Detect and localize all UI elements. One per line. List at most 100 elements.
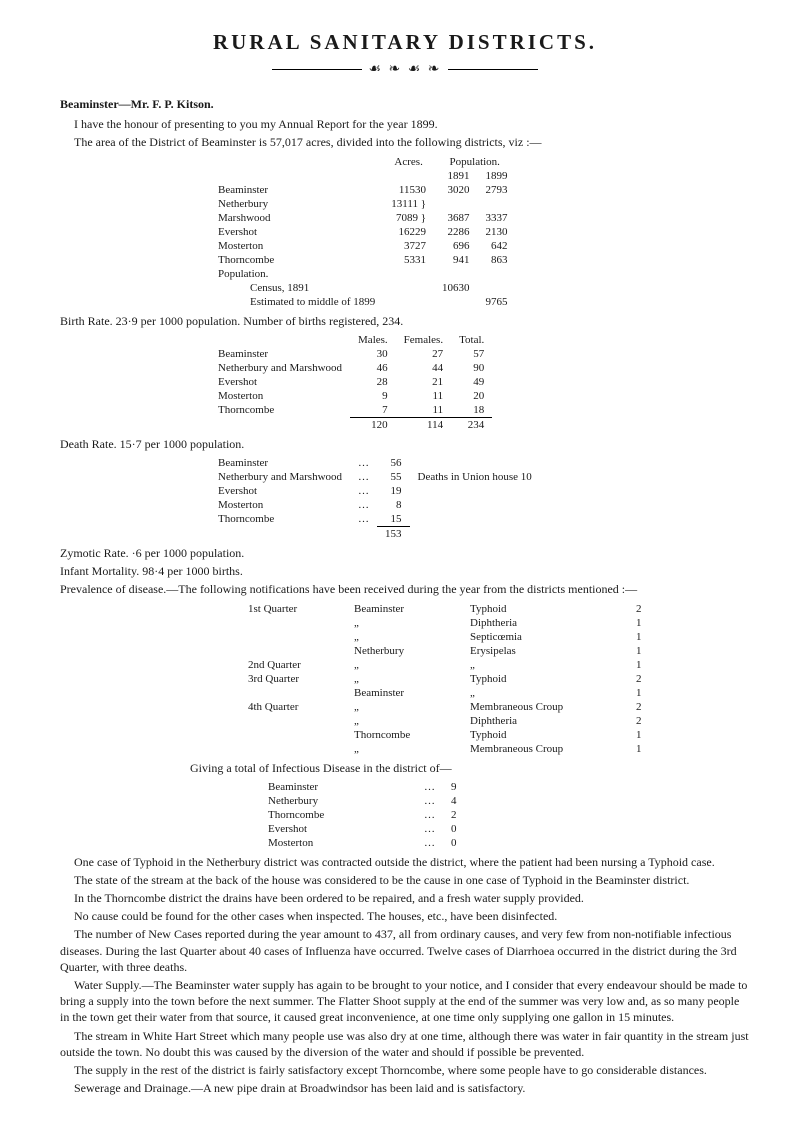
table-cell: Beaminster [346, 602, 462, 616]
table-row: Thorncombe [210, 512, 350, 527]
table-row: Mosterton [260, 836, 416, 850]
table-cell: „ [462, 658, 628, 672]
table-cell: 3727 [383, 239, 434, 253]
table-row: Netherbury [260, 794, 416, 808]
table-cell: 7 [350, 403, 396, 418]
notifications-table: 1st QuarterBeaminsterTyphoid2„Diphtheria… [240, 602, 650, 756]
para-1: One case of Typhoid in the Netherbury di… [60, 854, 750, 870]
table-cell: 13111 } [383, 197, 434, 211]
table-cell: 16229 [383, 225, 434, 239]
table-row: Beaminster [210, 347, 350, 361]
table-row: Evershot [260, 822, 416, 836]
table-cell: 2nd Quarter [240, 658, 346, 672]
table-cell: Typhoid [462, 728, 628, 742]
table-cell [240, 728, 346, 742]
col-total: Total. [451, 333, 492, 347]
totals-table: Beaminster…9Netherbury…4Thorncombe…2Ever… [260, 780, 465, 850]
births-table: Males. Females. Total. Beaminster302757N… [210, 333, 492, 432]
births-total-m: 120 [350, 417, 396, 432]
infant-mortality-line: Infant Mortality. 98·4 per 1000 births. [60, 563, 750, 579]
table-cell: 21 [396, 375, 451, 389]
table-cell [477, 197, 515, 211]
giving-total-line: Giving a total of Infectious Disease in … [190, 760, 750, 776]
table-cell: 941 [434, 253, 478, 267]
table-cell: … [416, 808, 443, 822]
table-row: Beaminster [210, 456, 350, 470]
deaths-total: 153 [377, 526, 410, 541]
col-females: Females. [396, 333, 451, 347]
estimated-value: 9765 [477, 295, 515, 309]
table-row: Thorncombe [210, 253, 383, 267]
table-cell: 46 [350, 361, 396, 375]
table-cell: 642 [477, 239, 515, 253]
table-note [410, 484, 540, 498]
table-cell: 0 [443, 822, 465, 836]
para-7: The stream in White Hart Street which ma… [60, 1028, 750, 1060]
table-cell: 863 [477, 253, 515, 267]
table-row: Mosterton [210, 389, 350, 403]
table-cell: 3687 [434, 211, 478, 225]
table-cell [240, 616, 346, 630]
table-cell: 11 [396, 389, 451, 403]
table-cell: 1 [628, 616, 650, 630]
census-label: Census, 1891 [210, 281, 383, 295]
table-cell: 11530 [383, 183, 434, 197]
table-cell: 57 [451, 347, 492, 361]
table-cell: 0 [443, 836, 465, 850]
table-cell: 4 [443, 794, 465, 808]
col-population: Population. [434, 155, 516, 169]
table-cell: 5331 [383, 253, 434, 267]
births-total-t: 234 [451, 417, 492, 432]
table-cell: Netherbury [346, 644, 462, 658]
table-cell: 3rd Quarter [240, 672, 346, 686]
para-9: Sewerage and Drainage.—A new pipe drain … [60, 1080, 750, 1096]
census-value: 10630 [434, 281, 478, 295]
table-cell: 2 [628, 672, 650, 686]
table-cell: Erysipelas [462, 644, 628, 658]
death-rate-line: Death Rate. 15·7 per 1000 population. [60, 436, 750, 452]
table-cell: … [416, 780, 443, 794]
table-cell: Diphtheria [462, 616, 628, 630]
table-cell: Membraneous Croup [462, 742, 628, 756]
table-cell: 2793 [477, 183, 515, 197]
table-cell: 30 [350, 347, 396, 361]
table-cell: Typhoid [462, 602, 628, 616]
table-note [410, 512, 540, 527]
table-cell: 2286 [434, 225, 478, 239]
table-cell: 9 [443, 780, 465, 794]
table-cell: … [350, 498, 377, 512]
table-cell: 1 [628, 644, 650, 658]
table-note [410, 498, 540, 512]
table-cell: „ [346, 700, 462, 714]
table-cell: 2 [628, 602, 650, 616]
prevalence-line: Prevalence of disease.—The following not… [60, 581, 750, 597]
estimated-label: Estimated to middle of 1899 [210, 295, 383, 309]
intro-line-2: The area of the District of Beaminster i… [60, 134, 750, 150]
year-1899: 1899 [477, 169, 515, 183]
table-cell: 3337 [477, 211, 515, 225]
para-5: The number of New Cases reported during … [60, 926, 750, 975]
deaths-table: Beaminster…56Netherbury and Marshwood…55… [210, 456, 540, 541]
table-cell: 696 [434, 239, 478, 253]
table-row: Evershot [210, 225, 383, 239]
table-cell: 2130 [477, 225, 515, 239]
table-cell: … [350, 484, 377, 498]
table-cell: „ [462, 686, 628, 700]
table-cell: 4th Quarter [240, 700, 346, 714]
table-cell: 3020 [434, 183, 478, 197]
table-cell: „ [346, 714, 462, 728]
table-row: Mosterton [210, 239, 383, 253]
para-6: Water Supply.—The Beaminster water suppl… [60, 977, 750, 1026]
table-cell [240, 686, 346, 700]
flourish-divider: ☙ ❧ ☙ ❧ [60, 61, 750, 78]
table-cell: … [416, 794, 443, 808]
table-cell: 8 [377, 498, 410, 512]
table-cell: 9 [350, 389, 396, 403]
table-row: Mosterton [210, 498, 350, 512]
table-cell: „ [346, 742, 462, 756]
table-cell: 90 [451, 361, 492, 375]
table-cell [240, 714, 346, 728]
table-cell: 28 [350, 375, 396, 389]
table-cell: „ [346, 616, 462, 630]
table-cell: … [416, 836, 443, 850]
